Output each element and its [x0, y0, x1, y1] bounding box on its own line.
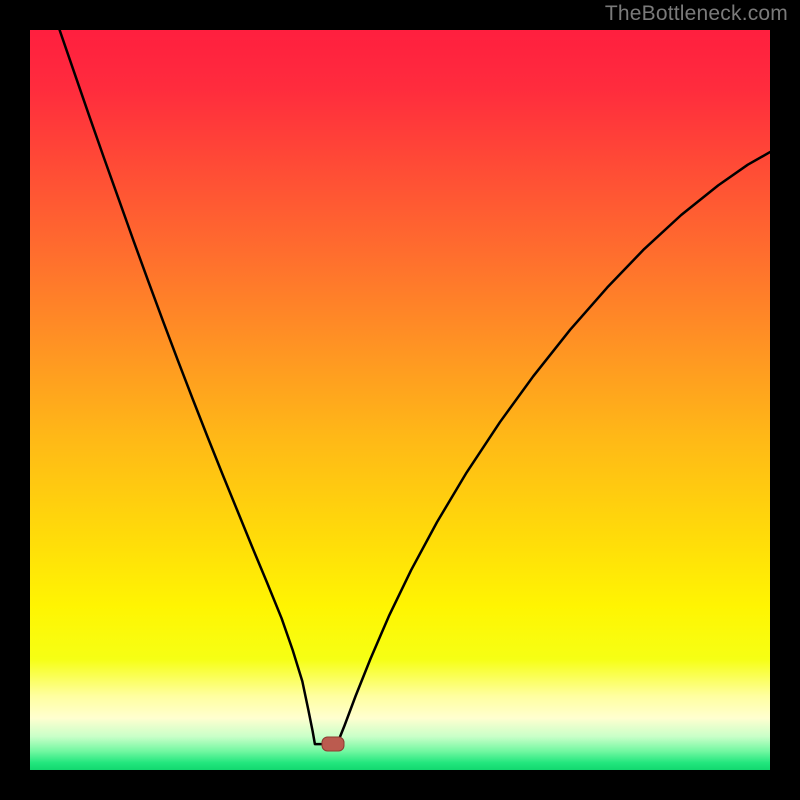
bottleneck-curve: [30, 30, 770, 770]
plot-area: [30, 30, 770, 770]
chart-stage: TheBottleneck.com: [0, 0, 800, 800]
curve-path: [60, 30, 770, 744]
watermark-label: TheBottleneck.com: [605, 2, 788, 26]
optimal-point-marker: [322, 737, 345, 752]
